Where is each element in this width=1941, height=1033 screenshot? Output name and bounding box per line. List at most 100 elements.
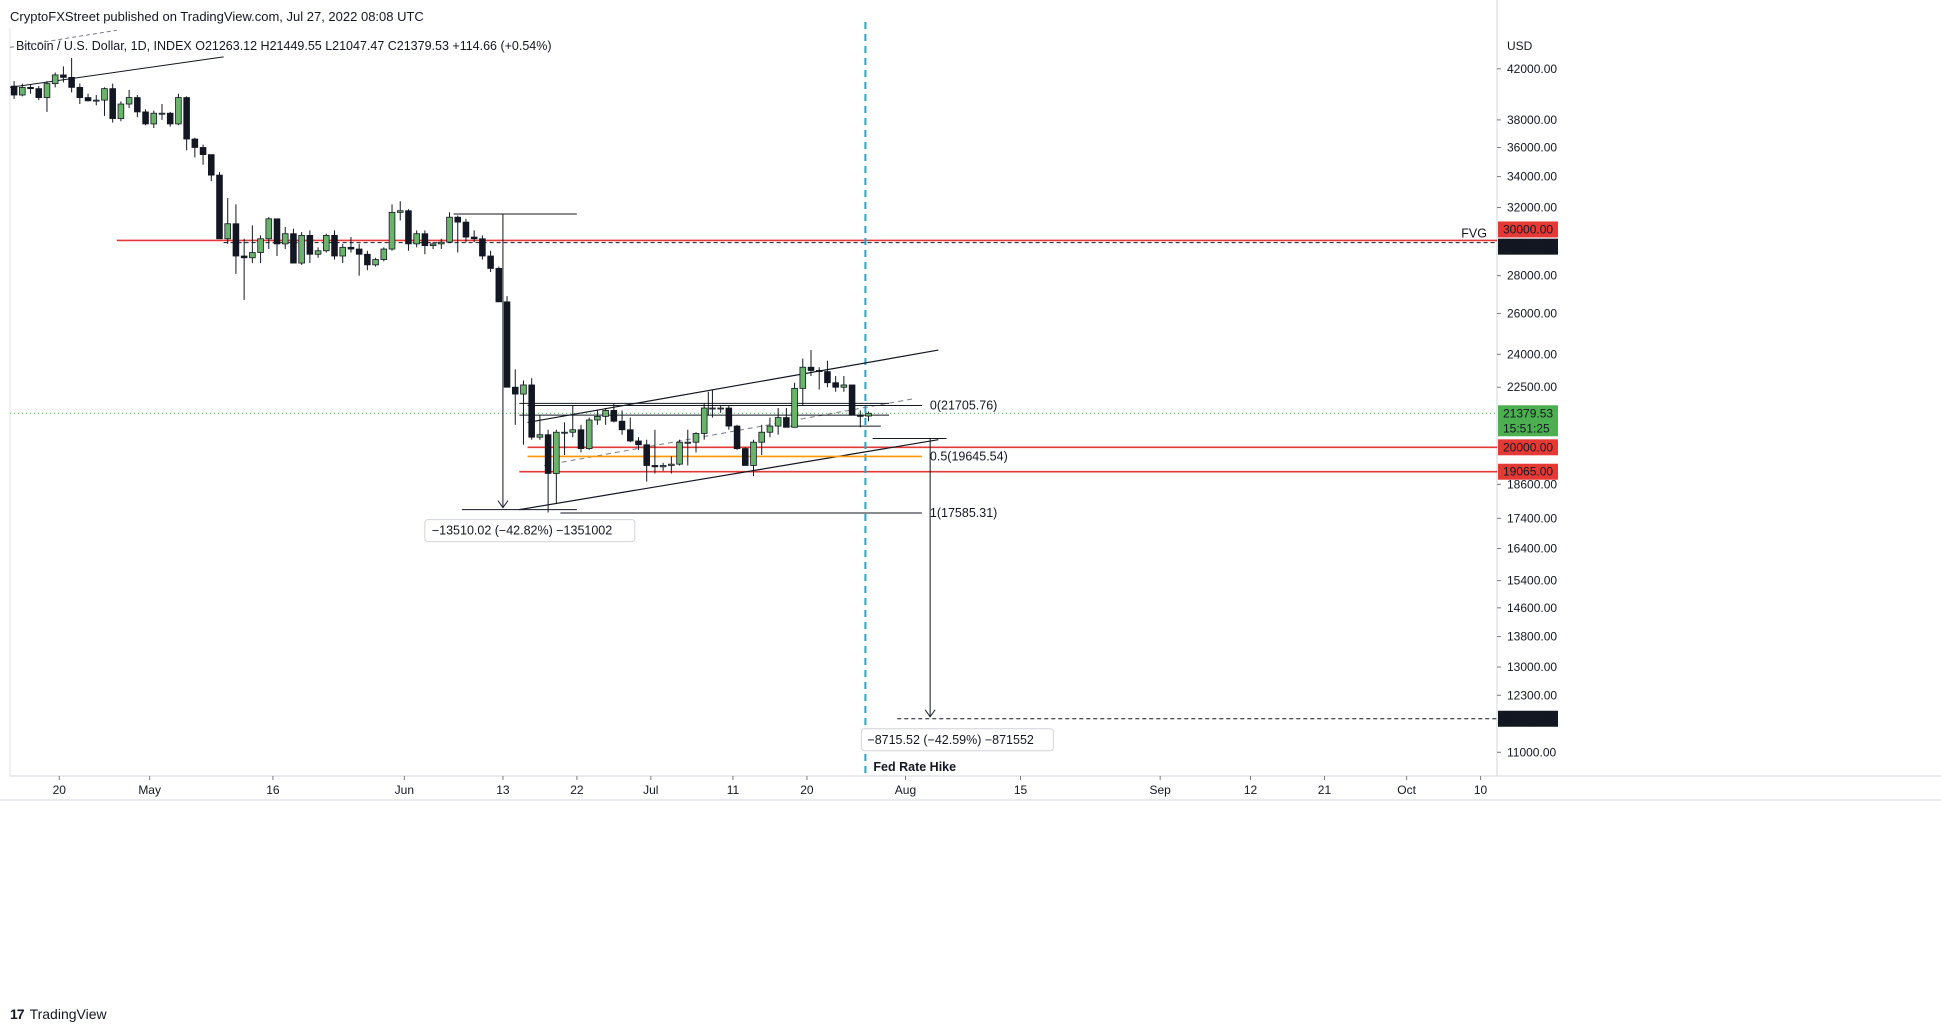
y-tick-label: 11000.00 <box>1507 745 1556 759</box>
candle <box>142 109 149 126</box>
candle-body <box>577 429 585 449</box>
candle <box>281 227 289 250</box>
price-badge-bg <box>1498 420 1558 437</box>
candle <box>848 384 856 416</box>
y-tick-label: 24000.00 <box>1507 347 1557 361</box>
y-tick-label: 17400.00 <box>1507 511 1557 525</box>
candle <box>298 232 305 265</box>
y-tick-label: 38000.00 <box>1507 113 1557 127</box>
fib-0-label: 0(21705.76) <box>930 399 997 413</box>
price-badge-bg <box>1498 463 1558 480</box>
candle <box>462 218 470 243</box>
candle-body <box>733 425 741 449</box>
candle-body <box>298 234 305 264</box>
candle-body <box>438 241 445 245</box>
candle-body <box>692 433 700 443</box>
candle-body <box>709 407 716 410</box>
price-badge-bg <box>1498 439 1558 456</box>
candle-body <box>610 410 618 422</box>
candle-body <box>249 252 256 259</box>
candle-body <box>191 138 199 148</box>
candle <box>454 215 462 253</box>
x-tick-label: 12 <box>1244 783 1258 797</box>
y-tick-label: 28000.00 <box>1507 269 1557 283</box>
y-tick-label: 13000.00 <box>1507 660 1557 674</box>
candle-body <box>224 223 231 240</box>
candle-body <box>446 216 453 243</box>
candle <box>60 66 67 83</box>
candle-body <box>528 384 535 438</box>
candle-body <box>183 97 190 140</box>
candle-body <box>618 420 626 431</box>
candle <box>405 209 412 251</box>
y-tick-label: 15400.00 <box>1507 574 1557 588</box>
candle-body <box>766 425 774 433</box>
candle-body <box>840 384 848 388</box>
candle <box>807 350 815 377</box>
x-tick-label: 20 <box>53 783 67 797</box>
candle <box>314 247 322 258</box>
candle <box>709 389 716 418</box>
candle-body <box>60 74 67 78</box>
candle-body <box>142 111 149 125</box>
candle <box>10 81 18 99</box>
candle <box>487 250 494 273</box>
measure1-label-box: −13510.02 (−42.82%) −1351002 <box>424 519 636 543</box>
candle <box>43 81 51 112</box>
candle-body <box>240 255 248 259</box>
currency-label: USD <box>1507 39 1533 53</box>
candle-body <box>306 234 314 255</box>
candle <box>208 154 215 182</box>
y-tick-label: 18600.00 <box>1507 477 1557 491</box>
candle-body <box>684 441 692 444</box>
footer-brand[interactable]: 17 TradingView <box>10 1006 107 1022</box>
price-badge-label: 21379.53 <box>1503 406 1553 420</box>
candle <box>569 405 577 438</box>
candle <box>668 456 675 474</box>
candle <box>323 233 330 253</box>
price-badge: 20000.00 <box>1498 439 1558 456</box>
price-badge-label: 30000.00 <box>1503 222 1553 236</box>
x-tick-label: Jul <box>643 783 658 797</box>
candle <box>429 242 437 250</box>
x-tick-label: 11 <box>727 783 740 797</box>
candle <box>684 429 692 466</box>
candle-body <box>799 366 807 389</box>
price-badge: 19065.00 <box>1498 463 1558 480</box>
candle <box>783 408 790 428</box>
candle-body <box>19 86 26 96</box>
candle <box>68 58 75 93</box>
trendline-top-left-dashed <box>9 29 117 48</box>
candle <box>774 408 782 435</box>
fib-1-label: 1(17585.31) <box>930 506 997 520</box>
candle <box>380 247 388 262</box>
x-tick-label: 16 <box>266 783 280 797</box>
candle-body <box>479 238 486 257</box>
symbol-legend: Bitcoin / U.S. Dollar, 1D, INDEX O21263.… <box>16 39 552 53</box>
measure2-arrow-head <box>924 709 936 718</box>
candle-body <box>117 103 125 119</box>
price-badge-bg <box>1498 238 1558 255</box>
candle-body <box>84 97 92 102</box>
price-badge-label: 20000.00 <box>1503 440 1553 454</box>
candle <box>536 415 544 440</box>
y-tick-label: 32000.00 <box>1507 201 1557 215</box>
candle <box>585 417 593 450</box>
candle-body <box>158 112 166 115</box>
candle <box>561 422 568 456</box>
candle <box>84 93 92 102</box>
candle <box>199 144 207 165</box>
candle-body <box>676 441 683 465</box>
candle <box>92 94 100 106</box>
measure2-box-bg <box>860 728 1054 752</box>
candle <box>125 89 133 108</box>
candle <box>651 429 659 474</box>
candle <box>364 250 371 271</box>
candle-body <box>166 112 174 125</box>
candle-body <box>774 417 782 427</box>
candle-body <box>635 440 642 446</box>
candle <box>339 243 347 264</box>
x-tick-label: 22 <box>570 783 584 797</box>
tradingview-logo-icon: 17 <box>10 1006 25 1022</box>
